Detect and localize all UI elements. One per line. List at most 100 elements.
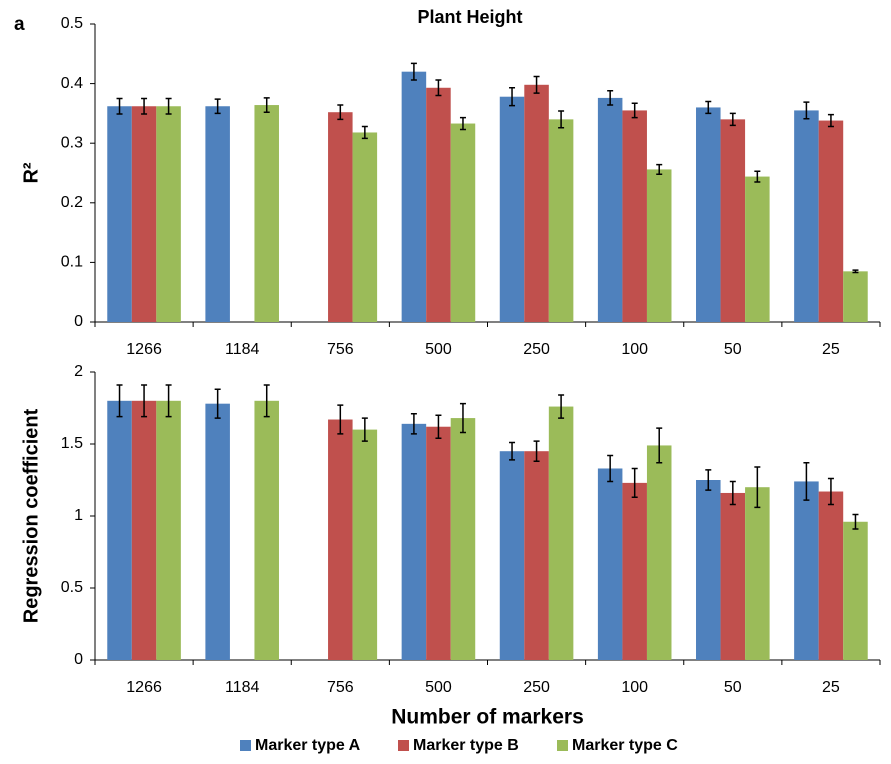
error-bar [729, 480, 736, 506]
x-tick-label: 756 [327, 679, 354, 696]
error-bar [533, 440, 540, 463]
bar [646, 445, 672, 660]
bar [646, 169, 672, 322]
bar [524, 451, 549, 660]
bar [205, 106, 230, 322]
bar [328, 112, 353, 322]
y-axis-label: R² [20, 162, 42, 183]
bar [745, 176, 770, 322]
x-axis-label: Number of markers [391, 706, 584, 729]
x-tick-label: 50 [724, 679, 742, 696]
x-tick-label: 100 [621, 341, 648, 358]
error-bar [607, 454, 614, 483]
error-bar [361, 417, 368, 442]
legend-swatch [398, 740, 409, 751]
legend-swatch [557, 740, 568, 751]
error-bar [410, 413, 417, 435]
error-bar [656, 163, 663, 175]
error-bar [607, 90, 614, 106]
error-bar [141, 97, 148, 115]
error-bar [459, 402, 466, 434]
y-tick-label: 0.4 [61, 75, 83, 92]
error-bar [337, 104, 344, 121]
legend-label: Marker type A [255, 737, 361, 754]
bar [597, 468, 623, 660]
bar [401, 71, 427, 323]
bar [794, 110, 819, 322]
y-tick-label: 2 [74, 363, 83, 380]
error-bar [337, 404, 344, 435]
bar [696, 107, 721, 322]
bar [254, 105, 279, 322]
bar [107, 106, 132, 322]
error-bar [803, 101, 810, 120]
x-tick-label: 50 [724, 341, 742, 358]
bar [548, 406, 574, 660]
error-bar [852, 513, 859, 530]
error-bar [558, 394, 565, 419]
bar [107, 400, 132, 660]
error-bar [631, 467, 638, 499]
error-bar [214, 98, 221, 115]
error-bar [754, 466, 761, 509]
y-tick-label: 0 [74, 651, 83, 668]
bar [548, 119, 574, 322]
bar [156, 400, 181, 660]
error-bar [803, 461, 810, 501]
x-tick-label: 1266 [126, 679, 162, 696]
panel-label: a [14, 14, 25, 35]
bar [426, 87, 451, 322]
error-bar [435, 79, 442, 97]
error-bar [631, 102, 638, 119]
error-bar [410, 62, 417, 81]
error-bar [558, 110, 565, 129]
bar [426, 426, 451, 660]
legend-label: Marker type B [413, 737, 519, 754]
y-tick-label: 0.2 [61, 194, 83, 211]
y-tick-label: 0.5 [61, 15, 83, 32]
bar [818, 120, 844, 322]
legend-label: Marker type C [572, 737, 678, 754]
error-bar [263, 384, 270, 418]
bar [696, 480, 721, 660]
error-bar [361, 125, 368, 140]
error-bar [435, 414, 442, 439]
bar [401, 423, 427, 660]
bar [205, 403, 230, 660]
bar [597, 97, 623, 323]
y-tick-label: 0.1 [61, 254, 83, 271]
error-bar [705, 469, 712, 491]
x-tick-label: 25 [822, 341, 840, 358]
error-bar [827, 113, 834, 128]
bar [450, 123, 476, 322]
bar [131, 400, 157, 660]
error-bar [141, 384, 148, 418]
error-bar [263, 97, 270, 113]
error-bar [656, 427, 663, 464]
bar [794, 481, 819, 660]
x-tick-label: 1184 [225, 679, 260, 696]
bar [352, 429, 378, 660]
bar [131, 106, 157, 322]
error-bar [509, 87, 516, 107]
x-tick-label: 756 [327, 341, 354, 358]
x-tick-label: 500 [425, 341, 452, 358]
bar [156, 106, 181, 322]
bar [499, 96, 525, 322]
bar [745, 487, 770, 660]
bar [254, 400, 279, 660]
x-tick-label: 1266 [126, 341, 162, 358]
y-tick-label: 1.5 [61, 435, 83, 452]
bar [352, 132, 378, 322]
error-bar [852, 269, 859, 274]
y-tick-label: 0 [74, 313, 83, 330]
bar [818, 491, 844, 660]
x-tick-label: 100 [621, 679, 648, 696]
chart-title: Plant Height [417, 7, 522, 27]
error-bar [116, 97, 123, 115]
bar [450, 418, 476, 660]
bar [499, 451, 525, 660]
bar [328, 419, 353, 660]
error-bar [459, 116, 466, 131]
